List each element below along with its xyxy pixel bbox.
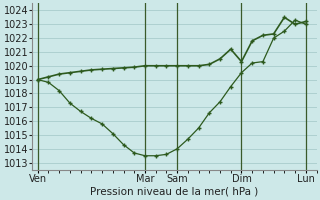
X-axis label: Pression niveau de la mer( hPa ): Pression niveau de la mer( hPa )	[90, 187, 259, 197]
